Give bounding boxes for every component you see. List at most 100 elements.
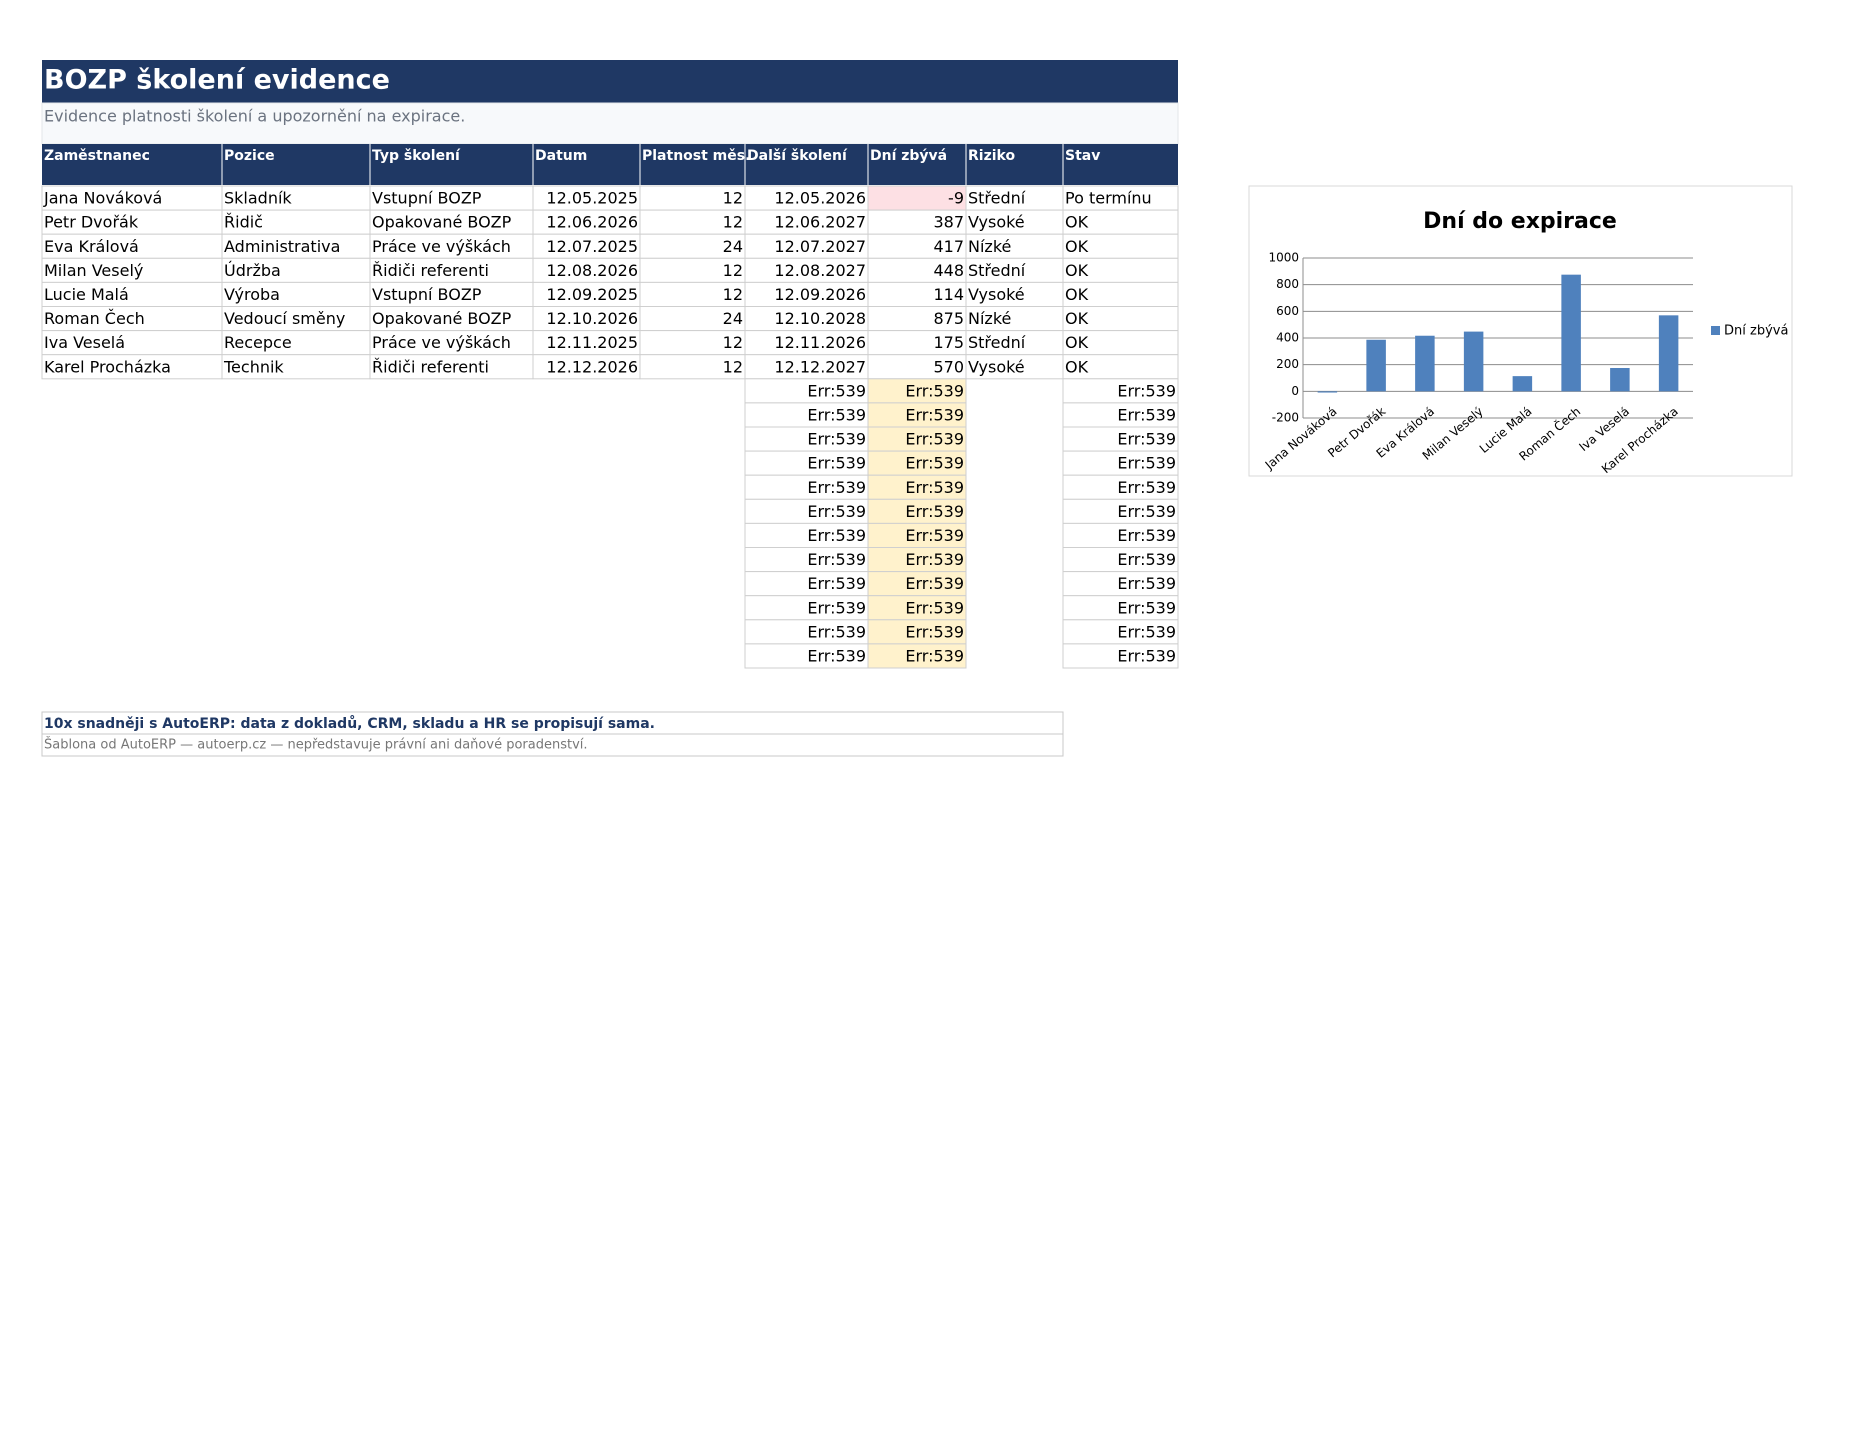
error-text: Err:539 (905, 622, 964, 641)
legend-swatch (1711, 326, 1720, 335)
error-text: Err:539 (905, 526, 964, 545)
cell (867, 257, 967, 283)
cell (639, 209, 746, 235)
cell-text: Řidiči referenti (372, 357, 489, 376)
cell (41, 209, 223, 235)
cell (744, 257, 869, 283)
cell-text: Vstupní BOZP (372, 189, 482, 208)
cell (1062, 233, 1179, 259)
cell-text: Milan Veselý (44, 261, 143, 280)
cell-text: Technik (223, 357, 284, 376)
bar (1658, 315, 1679, 392)
cell (221, 354, 371, 380)
cell-text: Opakované BOZP (372, 213, 512, 232)
cell-text: Administrativa (224, 237, 340, 256)
cell (532, 354, 641, 380)
cell-text: Iva Veselá (44, 333, 125, 352)
cell-text: 24 (723, 309, 743, 328)
cell-text: Práce ve výškách (372, 237, 511, 256)
cell (1062, 619, 1179, 645)
cell (41, 330, 223, 356)
cell-text: 12.10.2028 (774, 309, 866, 328)
cell-text: Skladník (224, 189, 292, 208)
cell-text: OK (1065, 285, 1089, 304)
cell (221, 257, 371, 283)
cell-text: Vedoucí směny (224, 309, 345, 328)
bar (1415, 335, 1435, 392)
y-tick-label: 200 (1276, 357, 1299, 371)
cell (532, 233, 641, 259)
cell (744, 354, 869, 380)
cell (532, 330, 641, 356)
cell (867, 185, 967, 211)
cell (41, 257, 223, 283)
cell-text: 114 (933, 285, 964, 304)
bar (1366, 339, 1386, 392)
cell (41, 354, 223, 380)
cell-text: OK (1065, 357, 1089, 376)
error-text: Err:539 (807, 598, 866, 617)
cell (744, 402, 869, 428)
cell (867, 498, 967, 524)
error-text: Err:539 (807, 574, 866, 593)
cell (369, 306, 534, 332)
y-tick-label: -200 (1272, 411, 1299, 425)
error-text: Err:539 (1117, 574, 1176, 593)
cell-text: 12.09.2025 (546, 285, 638, 304)
error-text: Err:539 (1117, 502, 1176, 521)
error-text: Err:539 (1117, 478, 1176, 497)
cell-text: Roman Čech (44, 309, 145, 328)
cell-text: 12 (723, 213, 743, 232)
promo-text: 10x snadněji s AutoERP: data z dokladů, … (44, 715, 655, 732)
error-text: Err:539 (905, 478, 964, 497)
y-tick-label: 1000 (1268, 251, 1299, 265)
cell-text: 12.07.2025 (546, 237, 638, 256)
cell-text: 12 (723, 189, 743, 208)
cell-text: 12.10.2026 (546, 309, 638, 328)
error-text: Err:539 (905, 550, 964, 569)
error-text: Err:539 (1117, 622, 1176, 641)
cell (639, 257, 746, 283)
cell-text: 875 (933, 309, 964, 328)
cell (639, 330, 746, 356)
error-text: Err:539 (807, 526, 866, 545)
y-tick-label: 800 (1276, 277, 1299, 291)
error-text: Err:539 (905, 405, 964, 424)
cell-text: Vstupní BOZP (372, 285, 482, 304)
error-text: Err:539 (905, 454, 964, 473)
cell (221, 185, 371, 211)
column-header: Zaměstnanec (44, 148, 150, 164)
cell-text: 12.12.2027 (774, 357, 866, 376)
sheet-title: BOZP školení evidence (44, 65, 390, 96)
cell-text: Střední (968, 333, 1026, 352)
cell (744, 233, 869, 259)
cell-text: 12.05.2026 (774, 189, 866, 208)
cell-text: 12.08.2027 (774, 261, 866, 280)
cell (867, 619, 967, 645)
cell-text: Opakované BOZP (372, 309, 512, 328)
error-text: Err:539 (905, 430, 964, 449)
error-text: Err:539 (807, 502, 866, 521)
cell-text: 12.06.2027 (774, 213, 866, 232)
cell (1062, 330, 1179, 356)
cell-text: Lucie Malá (44, 285, 129, 304)
cell-text: Vysoké (968, 357, 1025, 376)
cell (1062, 595, 1179, 621)
cell (867, 643, 967, 669)
cell (744, 522, 869, 549)
cell-text: 12.08.2026 (546, 261, 638, 280)
cell (221, 209, 371, 235)
note-box (41, 733, 1064, 757)
cell-text: 12 (723, 261, 743, 280)
chart-title: Dní do expirace (1423, 209, 1617, 234)
chart-frame (1248, 185, 1793, 477)
cell-text: Eva Králová (44, 237, 139, 256)
y-tick-label: 0 (1291, 384, 1299, 398)
y-tick-label: 400 (1276, 331, 1299, 345)
error-text: Err:539 (807, 430, 866, 449)
cell (744, 474, 869, 500)
bar (1610, 368, 1630, 392)
cell (1062, 547, 1179, 573)
cell-text: 12.11.2025 (546, 333, 638, 352)
error-text: Err:539 (1117, 405, 1176, 424)
